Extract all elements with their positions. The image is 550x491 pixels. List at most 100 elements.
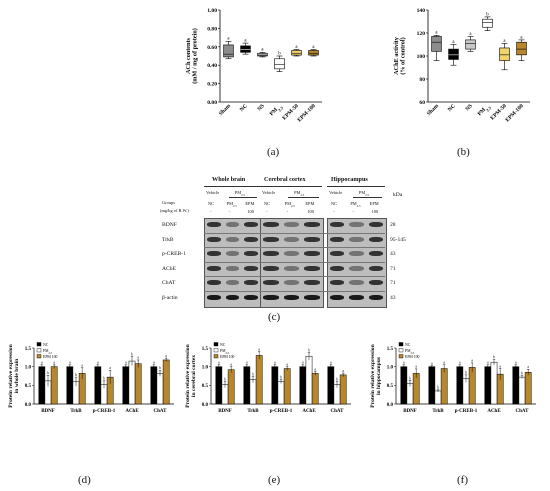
blot-band <box>263 295 279 300</box>
blot-row-label: p-CREB-1 <box>162 251 186 258</box>
y-tick-label: 0.60 <box>207 45 217 51</box>
pm-label: PM2.5 <box>234 190 245 197</box>
significance-letter: b <box>159 366 161 370</box>
blot-band <box>304 280 320 286</box>
blot-band <box>263 251 279 257</box>
blot-band <box>283 295 300 300</box>
blot-band <box>225 222 240 227</box>
x-tick-label: AChE <box>302 409 316 414</box>
blot-band <box>330 265 345 271</box>
significance-letter: a <box>471 359 473 363</box>
bar-nc <box>271 366 279 405</box>
x-tick-label: BDNF <box>41 409 55 414</box>
significance-letter: a <box>503 39 506 44</box>
blot-band <box>207 251 221 257</box>
lane-dose-label: - <box>286 209 289 214</box>
bar-pm2-5 <box>305 355 313 405</box>
box-epm-100 <box>516 39 527 61</box>
vehicle-label: Vehicle <box>262 190 276 195</box>
box-sham <box>223 40 234 60</box>
bar-epm-100 <box>440 368 448 405</box>
bar-pm2-5 <box>277 381 285 405</box>
panel-label-c: (c) <box>268 311 281 323</box>
x-tick-label: NS <box>257 103 266 112</box>
legend-swatch <box>398 342 404 347</box>
bar-pm2-5 <box>156 373 164 405</box>
significance-letter: a <box>527 365 529 369</box>
bar-epm-100 <box>50 366 58 405</box>
y-axis-label: ACh contents(mM / mg of protein) <box>185 28 199 84</box>
significance-letter: a <box>165 354 167 358</box>
blot-row-divider <box>204 276 385 277</box>
x-tick-label: p-CREB-1 <box>270 409 293 414</box>
legend-swatch <box>398 354 404 359</box>
bar-epm-100 <box>227 369 235 405</box>
vehicle-label: Vehicle <box>329 190 343 195</box>
bar-nc <box>122 366 130 405</box>
x-tick-label: BDNF <box>218 409 232 414</box>
significance-letter: a <box>515 361 517 365</box>
blot-band <box>330 236 345 242</box>
significance-letter: b <box>278 51 281 56</box>
panel-label-a: (a) <box>267 146 280 158</box>
lane-group-label: NC <box>208 201 215 206</box>
bar-epm-100 <box>311 373 319 405</box>
x-tick-label: AChE <box>487 409 501 414</box>
vehicle-label: Vehicle <box>206 190 220 195</box>
lane-dose-label: - <box>333 209 335 214</box>
significance-letter: a <box>97 361 99 365</box>
panel-label-e: (e) <box>268 474 281 486</box>
blot-band <box>330 280 345 286</box>
kda-value: 28 <box>390 222 396 228</box>
legend-swatch <box>36 348 42 353</box>
blot-band <box>263 265 279 271</box>
blot-band <box>349 265 364 271</box>
legend-swatch <box>36 354 42 359</box>
blot-band <box>349 251 364 257</box>
significance-letter: b <box>252 373 254 377</box>
significance-letter: b <box>280 376 282 380</box>
significance-letter: a <box>109 366 111 370</box>
box-nc <box>240 42 251 55</box>
blot-band <box>207 295 221 300</box>
blot-row-label: BDNF <box>162 222 177 228</box>
blot-row-divider <box>204 247 385 248</box>
bar-nc <box>150 366 158 405</box>
bar-pm2-5 <box>128 360 136 405</box>
significance-letter: a <box>246 361 248 365</box>
blot-band <box>207 222 221 227</box>
hippocampus-bar-chart: Protein relative expressionin hippocampu… <box>370 342 536 414</box>
blot-band <box>207 236 221 242</box>
y-tick-label: 0.80 <box>207 26 217 32</box>
significance-letter: b <box>103 377 105 381</box>
blot-row-divider <box>204 232 385 234</box>
box-pm2-5 <box>274 55 285 72</box>
significance-letter: a <box>520 35 523 40</box>
x-tick-label: NC <box>239 103 249 113</box>
y-tick-label: 0.5 <box>202 384 209 389</box>
box-epm-50 <box>499 43 510 71</box>
significance-letter: b <box>486 12 489 17</box>
lane-group-label: PM2.5 <box>284 201 295 208</box>
legend-swatch <box>36 342 42 347</box>
lane-dose-label: - <box>228 209 231 214</box>
bar-nc <box>456 366 464 405</box>
blot-band <box>304 222 320 227</box>
significance-letter: a <box>415 365 417 369</box>
blot-band <box>304 295 320 300</box>
significance-letter: a <box>137 356 139 360</box>
kda-value: 71 <box>390 280 396 287</box>
significance-letter: a <box>81 364 83 368</box>
panel-label-b: (b) <box>457 146 470 158</box>
lane-dose-label: - <box>210 209 212 214</box>
blot-band <box>368 280 383 286</box>
panel-label-d: (d) <box>78 474 91 486</box>
significance-letter: a <box>261 48 264 53</box>
y-tick-label: 0.0 <box>25 403 32 408</box>
bar-nc <box>243 366 251 405</box>
x-tick-label: BDNF <box>403 409 417 414</box>
bar-nc <box>400 366 408 405</box>
blot-row-label: TrkB <box>162 236 174 243</box>
bar-pm2-5 <box>249 379 257 405</box>
significance-letter: b <box>409 376 411 380</box>
